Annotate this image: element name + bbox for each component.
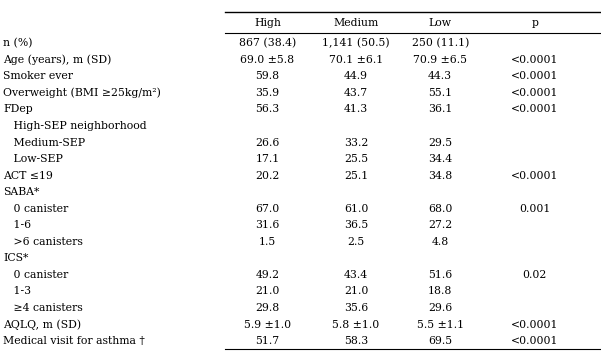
Text: 51.6: 51.6 xyxy=(428,270,453,280)
Text: <0.0001: <0.0001 xyxy=(511,71,559,81)
Text: 867 (38.4): 867 (38.4) xyxy=(239,38,296,49)
Text: 1.5: 1.5 xyxy=(259,237,276,247)
Text: n (%): n (%) xyxy=(3,38,32,49)
Text: 58.3: 58.3 xyxy=(344,336,368,346)
Text: 56.3: 56.3 xyxy=(255,105,279,114)
Text: High: High xyxy=(254,18,281,28)
Text: 35.6: 35.6 xyxy=(344,303,368,313)
Text: 29.5: 29.5 xyxy=(428,138,453,147)
Text: 29.8: 29.8 xyxy=(255,303,279,313)
Text: SABA*: SABA* xyxy=(3,187,40,197)
Text: 69.5: 69.5 xyxy=(428,336,453,346)
Text: 59.8: 59.8 xyxy=(255,71,279,81)
Text: 44.9: 44.9 xyxy=(344,71,368,81)
Text: 18.8: 18.8 xyxy=(428,287,453,296)
Text: ≥4 canisters: ≥4 canisters xyxy=(3,303,83,313)
Text: 0 canister: 0 canister xyxy=(3,204,69,214)
Text: Low: Low xyxy=(429,18,452,28)
Text: >6 canisters: >6 canisters xyxy=(3,237,83,247)
Text: Smoker ever: Smoker ever xyxy=(3,71,73,81)
Text: 2.5: 2.5 xyxy=(347,237,365,247)
Text: 21.0: 21.0 xyxy=(255,287,279,296)
Text: <0.0001: <0.0001 xyxy=(511,336,559,346)
Text: 250 (11.1): 250 (11.1) xyxy=(412,38,469,49)
Text: 1-3: 1-3 xyxy=(3,287,31,296)
Text: 34.8: 34.8 xyxy=(428,171,453,181)
Text: 67.0: 67.0 xyxy=(255,204,279,214)
Text: 4.8: 4.8 xyxy=(432,237,449,247)
Text: 21.0: 21.0 xyxy=(344,287,368,296)
Text: 20.2: 20.2 xyxy=(255,171,279,181)
Text: Medium: Medium xyxy=(334,18,379,28)
Text: 61.0: 61.0 xyxy=(344,204,368,214)
Text: 70.9 ±6.5: 70.9 ±6.5 xyxy=(413,55,467,65)
Text: Medical visit for asthma †: Medical visit for asthma † xyxy=(3,336,145,346)
Text: Low-SEP: Low-SEP xyxy=(3,154,63,164)
Text: 5.8 ±1.0: 5.8 ±1.0 xyxy=(332,320,380,329)
Text: Overweight (BMI ≥25kg/m²): Overweight (BMI ≥25kg/m²) xyxy=(3,88,161,98)
Text: 27.2: 27.2 xyxy=(428,220,453,230)
Text: ICS*: ICS* xyxy=(3,253,28,263)
Text: 70.1 ±6.1: 70.1 ±6.1 xyxy=(329,55,383,65)
Text: <0.0001: <0.0001 xyxy=(511,105,559,114)
Text: 41.3: 41.3 xyxy=(344,105,368,114)
Text: 36.5: 36.5 xyxy=(344,220,368,230)
Text: 0 canister: 0 canister xyxy=(3,270,69,280)
Text: 43.7: 43.7 xyxy=(344,88,368,98)
Text: <0.0001: <0.0001 xyxy=(511,171,559,181)
Text: 5.5 ±1.1: 5.5 ±1.1 xyxy=(416,320,464,329)
Text: 17.1: 17.1 xyxy=(255,154,279,164)
Text: 0.02: 0.02 xyxy=(523,270,547,280)
Text: 68.0: 68.0 xyxy=(428,204,453,214)
Text: 51.7: 51.7 xyxy=(255,336,279,346)
Text: Medium-SEP: Medium-SEP xyxy=(3,138,85,147)
Text: 5.9 ±1.0: 5.9 ±1.0 xyxy=(244,320,291,329)
Text: 0.001: 0.001 xyxy=(519,204,551,214)
Text: 1-6: 1-6 xyxy=(3,220,31,230)
Text: 33.2: 33.2 xyxy=(344,138,368,147)
Text: 31.6: 31.6 xyxy=(255,220,279,230)
Text: High-SEP neighborhood: High-SEP neighborhood xyxy=(3,121,147,131)
Text: p: p xyxy=(531,18,538,28)
Text: 35.9: 35.9 xyxy=(255,88,279,98)
Text: 43.4: 43.4 xyxy=(344,270,368,280)
Text: 69.0 ±5.8: 69.0 ±5.8 xyxy=(240,55,294,65)
Text: 49.2: 49.2 xyxy=(255,270,279,280)
Text: <0.0001: <0.0001 xyxy=(511,55,559,65)
Text: 34.4: 34.4 xyxy=(428,154,453,164)
Text: 29.6: 29.6 xyxy=(428,303,453,313)
Text: <0.0001: <0.0001 xyxy=(511,88,559,98)
Text: <0.0001: <0.0001 xyxy=(511,320,559,329)
Text: 36.1: 36.1 xyxy=(428,105,453,114)
Text: 1,141 (50.5): 1,141 (50.5) xyxy=(322,38,390,49)
Text: 25.1: 25.1 xyxy=(344,171,368,181)
Text: 55.1: 55.1 xyxy=(428,88,453,98)
Text: 25.5: 25.5 xyxy=(344,154,368,164)
Text: ACT ≤19: ACT ≤19 xyxy=(3,171,53,181)
Text: AQLQ, m (SD): AQLQ, m (SD) xyxy=(3,319,81,330)
Text: 44.3: 44.3 xyxy=(428,71,453,81)
Text: 26.6: 26.6 xyxy=(255,138,279,147)
Text: Age (years), m (SD): Age (years), m (SD) xyxy=(3,55,111,65)
Text: FDep: FDep xyxy=(3,105,33,114)
